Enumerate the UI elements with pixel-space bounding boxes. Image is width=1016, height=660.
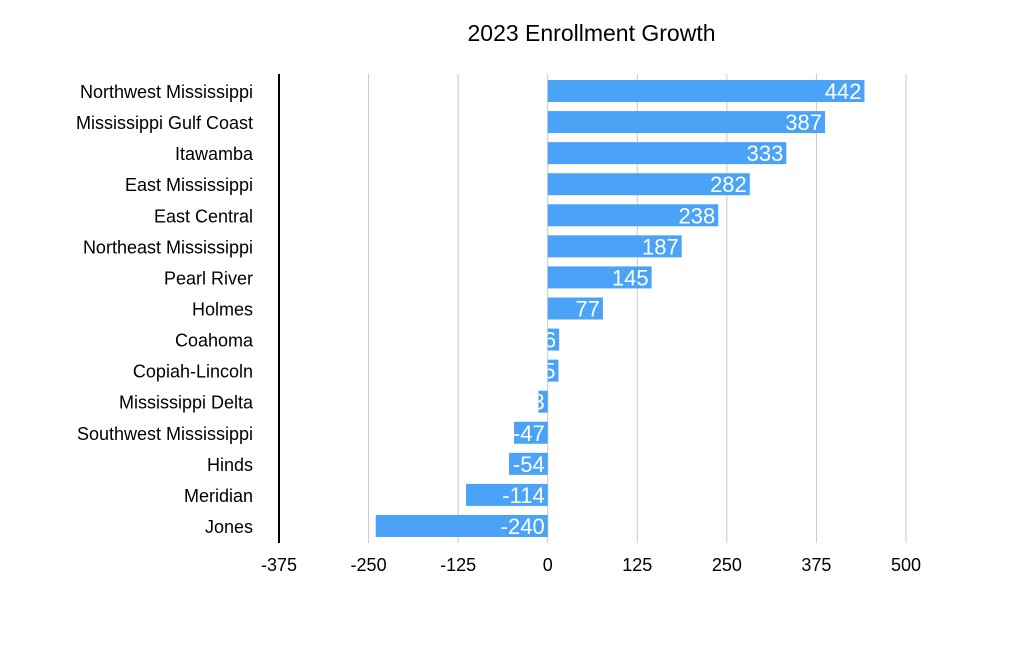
- bar: [514, 421, 548, 444]
- x-tick-label: 125: [622, 555, 652, 575]
- category-label: Coahoma: [175, 331, 254, 351]
- data-label: 282: [710, 172, 747, 197]
- category-label: Pearl River: [164, 268, 253, 288]
- bar: [547, 359, 559, 382]
- data-label: 238: [679, 203, 716, 228]
- bar: [538, 390, 548, 413]
- bar: [547, 204, 719, 227]
- bar: [547, 80, 865, 102]
- data-label: -114: [502, 483, 544, 508]
- bar: [547, 328, 560, 351]
- x-tick-label: 500: [891, 555, 921, 575]
- category-label: Jones: [205, 517, 253, 537]
- data-label: 77: [575, 296, 599, 321]
- bar: [547, 142, 787, 165]
- bar: [509, 452, 548, 475]
- data-label: 442: [825, 79, 862, 104]
- category-label: Northeast Mississippi: [83, 237, 253, 257]
- bars: [375, 80, 865, 537]
- data-label: 16: [532, 328, 556, 353]
- bar: [547, 297, 603, 320]
- category-label: Mississippi Delta: [119, 393, 254, 413]
- data-label: 387: [785, 110, 822, 135]
- category-label: Meridian: [184, 486, 253, 506]
- data-label: -47: [513, 421, 545, 446]
- data-label: 145: [612, 265, 649, 290]
- category-label: Hinds: [207, 455, 253, 475]
- data-label: 333: [747, 141, 784, 166]
- bar: [547, 111, 826, 134]
- data-label: 187: [642, 234, 679, 259]
- bar: [466, 483, 548, 506]
- category-label: Northwest Mississippi: [80, 82, 253, 102]
- category-label: Southwest Mississippi: [77, 424, 253, 444]
- bar: [375, 514, 548, 537]
- bar: [547, 173, 750, 196]
- x-tick-label: 0: [543, 555, 553, 575]
- x-tick-label: -125: [440, 555, 476, 575]
- data-label: -54: [513, 452, 545, 477]
- category-label: Copiah-Lincoln: [133, 362, 253, 382]
- x-tick-label: -375: [261, 555, 297, 575]
- category-label: East Mississippi: [125, 175, 253, 195]
- data-label: 15: [531, 359, 555, 384]
- category-label: Mississippi Gulf Coast: [76, 113, 253, 133]
- chart-title: 2023 Enrollment Growth: [467, 20, 716, 46]
- data-label: -240: [501, 514, 545, 539]
- bar: [547, 235, 682, 258]
- x-tick-label: 375: [801, 555, 831, 575]
- category-label: Itawamba: [175, 144, 254, 164]
- x-tick-label: 250: [712, 555, 742, 575]
- x-tick-label: -250: [351, 555, 387, 575]
- category-label: Holmes: [192, 299, 253, 319]
- bar: [547, 266, 652, 289]
- category-label: East Central: [154, 206, 253, 226]
- axes: -375 -250 -125 0 125 250 375 500 Northwest Missi…: [76, 74, 921, 575]
- data-label: -13: [513, 390, 545, 415]
